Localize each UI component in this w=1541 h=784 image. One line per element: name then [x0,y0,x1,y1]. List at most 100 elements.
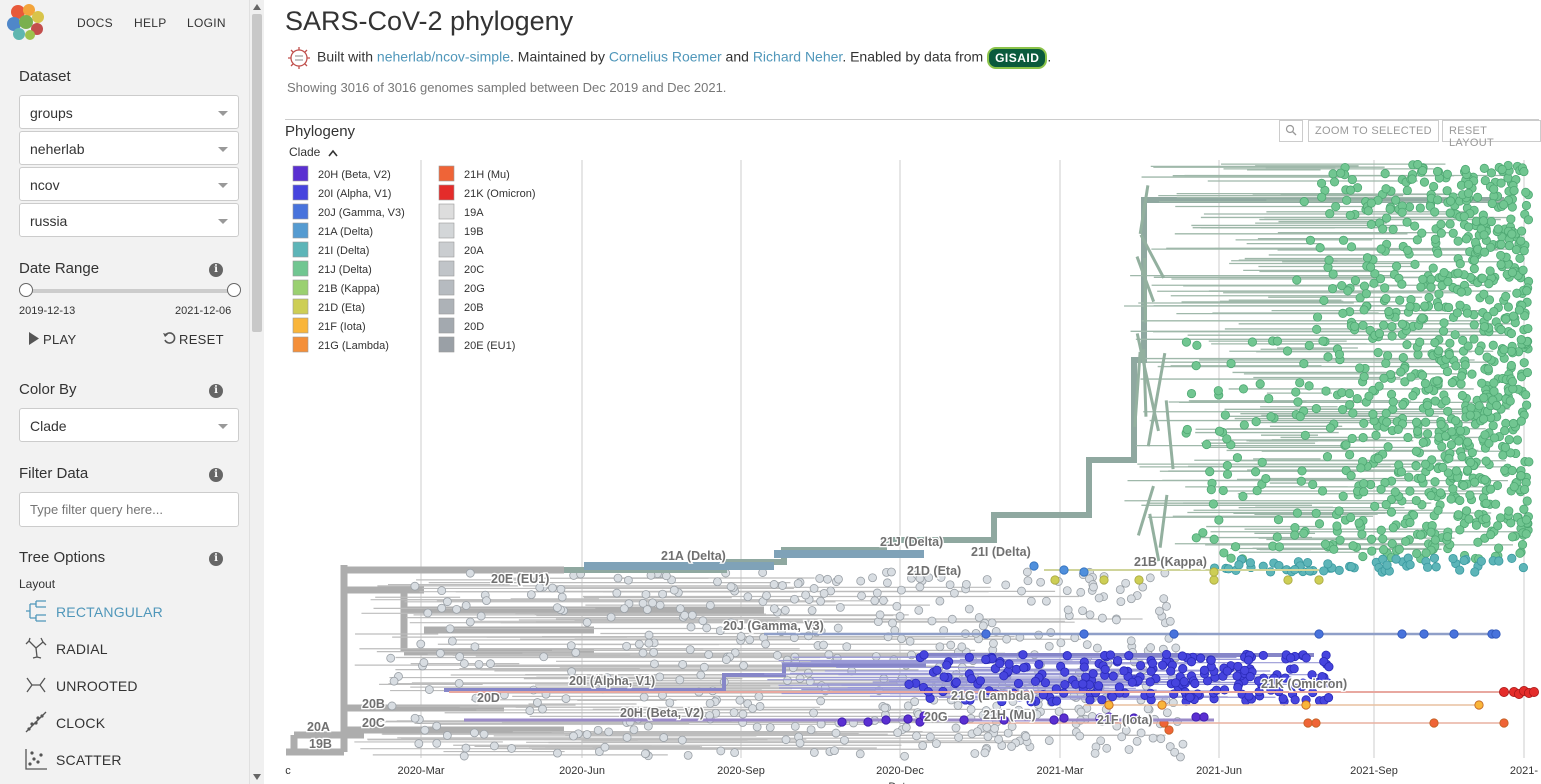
dataset-select-2[interactable]: neherlab [19,131,239,165]
chevron-down-icon [218,219,228,224]
tip-node [1334,506,1344,516]
reset-layout-button[interactable]: RESET LAYOUT [1442,120,1541,149]
scroll-down-icon[interactable] [253,774,261,780]
select-value: Clade [30,418,67,434]
nextstrain-logo[interactable] [4,2,46,42]
tip-node [1090,748,1100,758]
tip-node [622,641,631,651]
dataset-select-3[interactable]: ncov [19,167,239,201]
tip-node [1287,681,1297,691]
tip-node [975,676,985,686]
tip-node [507,744,516,753]
tip-node [1356,463,1366,473]
scrollbar-thumb[interactable] [252,14,262,332]
reset-button[interactable]: RESET [162,330,224,348]
tip-node [1323,352,1333,362]
tip-node [783,676,792,685]
tip-node [1148,733,1158,743]
tip-node [1519,246,1529,256]
tip-node [1509,482,1519,492]
color-by-select[interactable]: Clade [19,408,239,442]
tip-node [1190,678,1200,689]
tip-node [1529,687,1540,698]
dataset-select-4[interactable]: russia [19,203,239,237]
nav-login[interactable]: LOGIN [187,16,226,30]
tip-node [1509,186,1519,196]
dataset-select-1[interactable]: groups [19,95,239,129]
tip-node [1461,506,1472,516]
info-icon[interactable]: i [209,263,223,277]
tip-node [1170,747,1180,757]
zoom-button[interactable] [1279,120,1303,142]
tip-node [1411,461,1421,471]
tip-node [989,639,998,648]
tip-node [1473,192,1483,202]
date-end-handle[interactable] [227,283,241,297]
tip-node [702,623,712,633]
tip-node [1462,308,1472,318]
tip-node [855,749,865,759]
scroll-up-icon[interactable] [253,4,261,10]
tip-node [1404,472,1414,482]
tip-node [1165,742,1175,751]
tip-node [1454,436,1464,446]
nav-help[interactable]: HELP [134,16,167,30]
nav-docs[interactable]: DOCS [77,16,113,30]
legend-toggle[interactable]: Clade [289,145,338,159]
info-icon[interactable]: i [209,552,223,566]
tip-node [685,645,695,655]
gisaid-logo[interactable]: GISAID [987,47,1048,69]
tip-node [699,662,709,672]
repo-link[interactable]: neherlab/ncov-simple [376,48,510,65]
tip-node [1117,732,1127,742]
date-end-label: 2021-12-06 [175,305,232,317]
info-icon[interactable]: i [209,384,223,398]
tip-node [1518,562,1528,573]
tip-node [1512,435,1523,445]
tip-node [1185,692,1195,702]
sidebar-scrollbar[interactable] [250,0,264,784]
tip-node [1434,346,1444,356]
date-start-handle[interactable] [19,283,33,297]
tip-node [1455,426,1466,436]
tip-node [1226,553,1236,563]
tip-node [1211,685,1222,695]
reset-label: RESET [179,332,224,347]
tip-node [1338,491,1348,501]
tip-node [1473,537,1483,547]
tip-node [1415,203,1425,213]
tip-node [780,605,790,615]
tip-node [1162,708,1172,718]
date-range-slider[interactable] [26,289,234,293]
maintainer-link[interactable]: Cornelius Roemer [608,48,722,65]
tip-node [629,725,639,735]
axis-tick-label: 2020-Jun [559,765,605,777]
tip-node [1026,596,1036,606]
phylogeny-tree[interactable]: c 2020-Mar 2020-Jun 2020-Sep 2020-Dec 2021-Ma… [264,160,1541,784]
tip-node [479,729,489,739]
tip-node [878,596,888,605]
tip-node [1328,284,1338,294]
tip-node [1469,334,1479,344]
tip-node [1108,671,1118,681]
tip-node [442,597,452,607]
tip-node [1181,337,1192,347]
tip-node [1261,473,1271,484]
info-icon[interactable]: i [209,468,223,482]
tip-node [648,598,657,608]
zoom-to-selected-button[interactable]: ZOOM TO SELECTED [1308,120,1439,142]
tip-node [1370,269,1380,279]
tip-node [932,665,942,675]
maintainer-link[interactable]: Richard Neher [752,48,843,65]
tip-node [461,601,471,610]
tip-node [1420,459,1431,469]
tip-node [1455,525,1465,535]
filter-input[interactable] [19,492,239,527]
tip-node [801,590,811,600]
tip-node [1462,437,1473,447]
play-button[interactable]: PLAY [26,330,86,348]
tip-node [1311,678,1321,688]
tip-node [1209,567,1219,577]
tip-node [1432,376,1442,386]
tip-node [1511,245,1521,255]
